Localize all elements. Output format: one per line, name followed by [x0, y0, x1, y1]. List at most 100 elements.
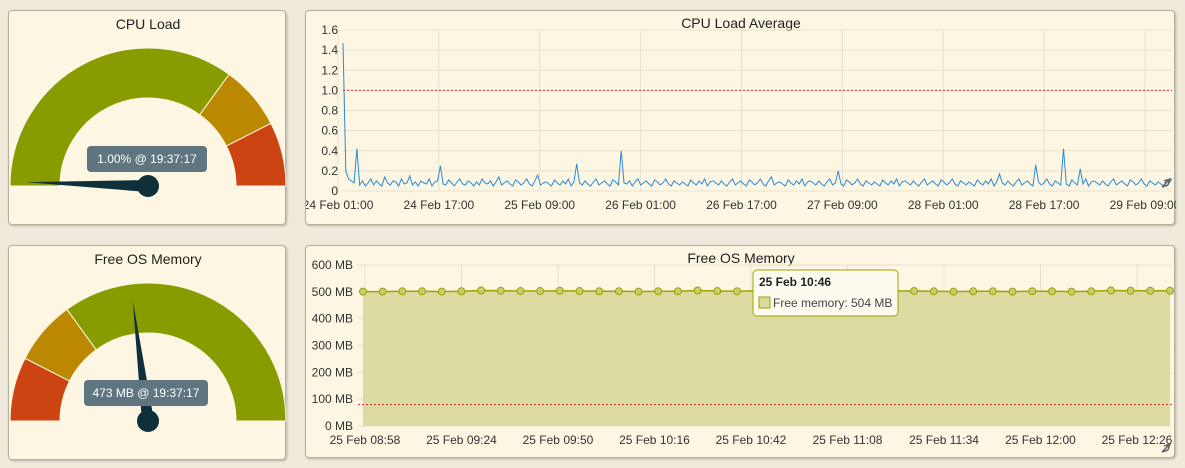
y-tick-label: 400 MB — [312, 312, 353, 326]
x-tick-label: 25 Feb 09:24 — [426, 433, 497, 447]
x-tick-label: 25 Feb 09:00 — [504, 198, 575, 212]
data-point[interactable] — [988, 287, 997, 296]
data-point[interactable] — [595, 287, 604, 296]
data-point[interactable] — [713, 287, 722, 296]
x-tick-label: 28 Feb 01:00 — [908, 198, 979, 212]
tooltip-legend-swatch — [758, 296, 771, 309]
needle-shaft — [26, 180, 149, 192]
data-point[interactable] — [654, 287, 663, 296]
gauge-title: Free OS Memory — [94, 251, 201, 267]
y-tick-label: 0.4 — [321, 144, 338, 158]
tooltip-box — [752, 269, 899, 317]
data-point[interactable] — [673, 287, 682, 296]
gauge-band-2 — [66, 282, 287, 422]
x-tick-label: 25 Feb 08:58 — [330, 433, 401, 447]
data-point[interactable] — [693, 286, 702, 295]
y-tick-label: 100 MB — [312, 392, 353, 406]
data-point[interactable] — [359, 287, 367, 296]
resize-handle-icon[interactable] — [1161, 442, 1172, 453]
x-tick-label: 25 Feb 10:42 — [716, 433, 787, 447]
data-point[interactable] — [614, 287, 623, 296]
data-point[interactable] — [910, 287, 919, 296]
x-tick-label: 25 Feb 12:26 — [1102, 433, 1173, 447]
data-point[interactable] — [1067, 287, 1076, 296]
needle-hub — [137, 410, 159, 432]
chart-title: CPU Load Average — [681, 15, 801, 31]
resize-handle-icon[interactable] — [1161, 177, 1172, 188]
gauge-value-badge — [84, 380, 208, 406]
tooltip-text: Free memory: 504 MB — [773, 296, 892, 310]
x-tick-label: 25 Feb 12:00 — [1005, 433, 1076, 447]
data-point[interactable] — [477, 286, 486, 295]
x-tick-label: 26 Feb 01:00 — [605, 198, 676, 212]
cpu-load-gauge-panel: CPU Load 1.00% @ 19:37:17 — [8, 10, 287, 225]
x-tick-label: 25 Feb 11:08 — [813, 433, 883, 447]
data-point[interactable] — [1146, 286, 1155, 295]
y-tick-label: 200 MB — [312, 365, 353, 379]
gauge-band-0 — [9, 47, 230, 187]
needle-hub — [137, 175, 159, 197]
x-tick-label: 28 Feb 17:00 — [1009, 198, 1080, 212]
gauge-value-label: 473 MB @ 19:37:17 — [93, 386, 200, 400]
data-point[interactable] — [949, 287, 958, 296]
data-point[interactable] — [1087, 287, 1096, 296]
data-point[interactable] — [969, 287, 978, 296]
data-point[interactable] — [1126, 286, 1135, 295]
data-point[interactable] — [496, 286, 505, 295]
x-tick-label: 24 Feb 01:00 — [306, 198, 374, 212]
y-tick-label: 0.8 — [321, 104, 338, 118]
y-tick-label: 1.0 — [321, 83, 338, 97]
y-tick-label: 500 MB — [312, 285, 353, 299]
series-line-cpu-load — [342, 43, 1173, 188]
y-tick-label: 600 MB — [312, 258, 353, 272]
x-tick-label: 29 Feb 09:00 — [1110, 198, 1176, 212]
data-point[interactable] — [634, 287, 643, 296]
data-point[interactable] — [555, 286, 564, 295]
gauge-band-2 — [225, 122, 287, 187]
data-point[interactable] — [1047, 287, 1056, 296]
gauge-value-badge — [87, 146, 207, 172]
free-memory-gauge-panel: Free OS Memory 473 MB @ 19:37:17 — [8, 245, 287, 460]
y-tick-label: 0 — [331, 184, 338, 198]
y-tick-label: 0.6 — [321, 124, 338, 138]
data-point[interactable] — [1106, 286, 1115, 295]
x-tick-label: 26 Feb 17:00 — [706, 198, 777, 212]
free-memory-gauge: Free OS Memory 473 MB @ 19:37:17 — [9, 251, 287, 432]
data-point[interactable] — [418, 287, 427, 296]
free-os-memory-chart: Free OS Memory 0 MB 100 MB 200 MB 300 MB 400… — [312, 250, 1174, 453]
cpu-load-gauge: CPU Load 1.00% @ 19:37:17 — [9, 16, 287, 197]
data-point[interactable] — [437, 287, 446, 296]
series-area-free-memory — [363, 290, 1170, 426]
tooltip: 25 Feb 10:46 Free memory: 504 MB — [752, 269, 899, 317]
y-tick-label: 0 MB — [325, 419, 353, 433]
x-tick-label: 25 Feb 09:50 — [523, 433, 594, 447]
data-point[interactable] — [457, 287, 466, 296]
data-point[interactable] — [575, 287, 584, 296]
data-point[interactable] — [732, 287, 741, 296]
data-point[interactable] — [398, 287, 407, 296]
cpu-load-average-panel: CPU Load Average 0 0.2 0.4 0.6 0.8 1.0 1.2 1.4 1… — [305, 10, 1176, 225]
tooltip-title: 25 Feb 10:46 — [759, 275, 831, 289]
y-tick-label: 0.2 — [321, 164, 338, 178]
cpu-load-average-chart: CPU Load Average 0 0.2 0.4 0.6 0.8 1.0 1.2 1.4 1… — [306, 15, 1176, 212]
y-tick-label: 1.2 — [321, 63, 338, 77]
data-point[interactable] — [516, 287, 525, 296]
data-point[interactable] — [1028, 287, 1037, 296]
free-os-memory-panel: Free OS Memory 0 MB 100 MB 200 MB 300 MB 400… — [305, 245, 1175, 458]
x-tick-label: 27 Feb 09:00 — [807, 198, 878, 212]
data-point[interactable] — [536, 287, 545, 296]
x-tick-label: 25 Feb 10:16 — [619, 433, 690, 447]
chart-title: Free OS Memory — [687, 250, 794, 266]
y-tick-label: 1.4 — [321, 43, 338, 57]
x-tick-label: 25 Feb 11:34 — [909, 433, 979, 447]
data-point[interactable] — [1008, 287, 1017, 296]
gauge-title: CPU Load — [116, 16, 181, 32]
y-tick-label: 1.6 — [321, 23, 338, 37]
gauge-value-label: 1.00% @ 19:37:17 — [97, 152, 197, 166]
data-point[interactable] — [378, 287, 387, 296]
y-tick-label: 300 MB — [312, 339, 353, 353]
needle — [26, 175, 159, 197]
data-point[interactable] — [929, 287, 938, 296]
data-point[interactable] — [1166, 286, 1174, 295]
x-tick-label: 24 Feb 17:00 — [404, 198, 475, 212]
